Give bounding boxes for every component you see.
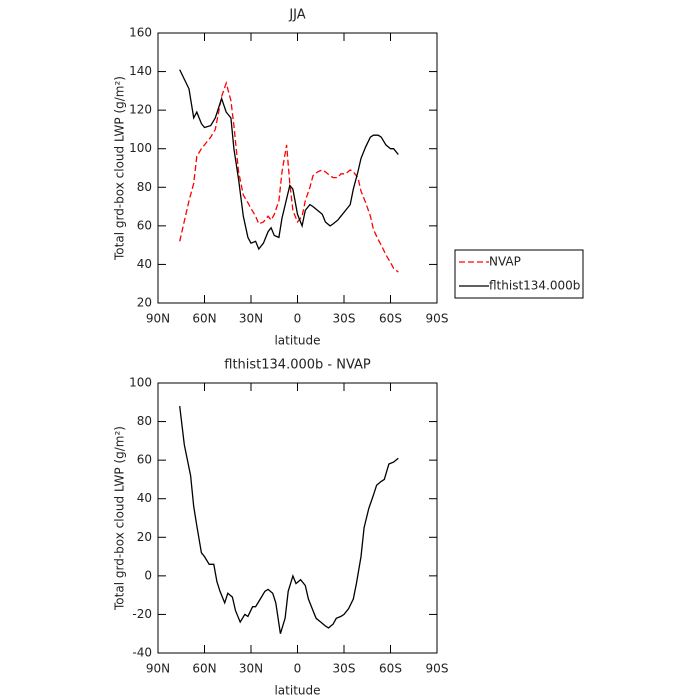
y-tick-label: -20 [132, 607, 152, 621]
data-line [179, 69, 399, 251]
x-tick-label: 90S [426, 662, 449, 676]
y-tick-label: 40 [137, 257, 152, 271]
legend-label: flthist134.000b [489, 279, 580, 293]
y-tick-label: 20 [137, 530, 152, 544]
x-tick-label: 90S [426, 312, 449, 326]
y-tick-label: 40 [137, 491, 152, 505]
plot-frame [157, 382, 438, 654]
y-tick-label: 0 [144, 568, 152, 582]
y-tick-label: 80 [137, 414, 152, 428]
x-tick-label: 30S [333, 312, 356, 326]
y-tick-label: 60 [137, 218, 152, 232]
legend-label: NVAP [489, 255, 521, 269]
y-tick-label: 160 [129, 26, 152, 40]
x-tick-label: 90N [146, 662, 170, 676]
y-tick-label: 140 [129, 64, 152, 78]
y-tick-label: 120 [129, 103, 152, 117]
x-tick-label: 60N [192, 312, 216, 326]
y-tick-label: 80 [137, 180, 152, 194]
data-line [179, 80, 399, 273]
legend-box [454, 249, 584, 299]
y-tick-label: 20 [137, 296, 152, 310]
y-axis-label: Total grd-box cloud LWP (g/m²) [113, 426, 127, 611]
x-tick-label: 60S [379, 662, 402, 676]
x-tick-label: 0 [294, 662, 302, 676]
x-tick-label: 30N [239, 312, 263, 326]
y-tick-label: 100 [129, 141, 152, 155]
y-tick-label: 100 [129, 376, 152, 390]
plot-frame [157, 32, 438, 304]
x-axis-label: latitude [274, 334, 320, 348]
x-axis-label: latitude [274, 684, 320, 698]
x-tick-label: 90N [146, 312, 170, 326]
x-tick-label: 30S [333, 662, 356, 676]
x-tick-label: 30N [239, 662, 263, 676]
chart-title: flthist134.000b - NVAP [224, 358, 371, 373]
x-tick-label: 60S [379, 312, 402, 326]
y-tick-label: 60 [137, 453, 152, 467]
data-line [179, 406, 399, 634]
y-tick-label: -40 [132, 646, 152, 660]
x-tick-label: 0 [294, 312, 302, 326]
y-axis-label: Total grd-box cloud LWP (g/m²) [113, 76, 127, 261]
chart-title: JJA [288, 8, 305, 23]
x-tick-label: 60N [192, 662, 216, 676]
